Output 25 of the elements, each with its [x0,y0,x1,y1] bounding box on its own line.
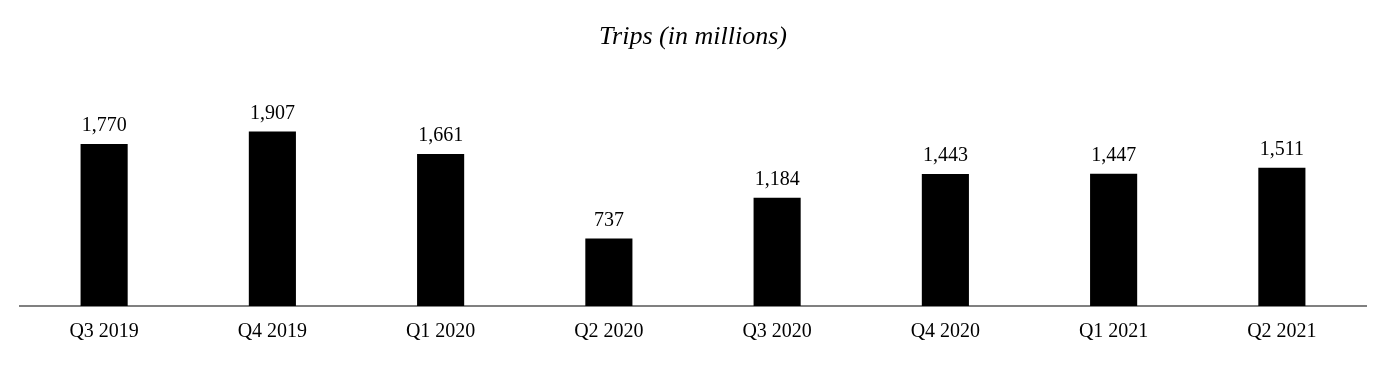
data-label: 1,511 [1259,137,1305,160]
data-label: 1,770 [81,113,127,136]
data-label: 1,447 [1091,142,1137,165]
x-tick-label: Q2 2020 [574,319,644,342]
data-label: 1,907 [249,100,295,123]
x-tick-label: Q4 2019 [237,319,308,342]
bar [1258,167,1306,306]
bar [585,238,633,306]
chart-title: Trips (in millions) [599,21,787,51]
bar [417,154,465,306]
bar [1090,173,1138,306]
bar [80,144,128,306]
data-label: 1,443 [922,143,968,166]
x-tick-label: Q1 2020 [405,319,476,342]
x-tick-label: Q1 2021 [1078,319,1149,342]
data-label: 1,184 [754,166,800,189]
x-tick-label: Q3 2020 [742,319,812,342]
x-tick-label: Q3 2019 [69,319,139,342]
x-tick-label: Q4 2020 [910,319,981,342]
bar [753,197,801,306]
data-label: 1,661 [418,123,464,146]
bar [921,174,969,306]
data-label: 737 [593,207,624,230]
x-tick-label: Q2 2021 [1247,319,1317,342]
bar [248,131,296,306]
